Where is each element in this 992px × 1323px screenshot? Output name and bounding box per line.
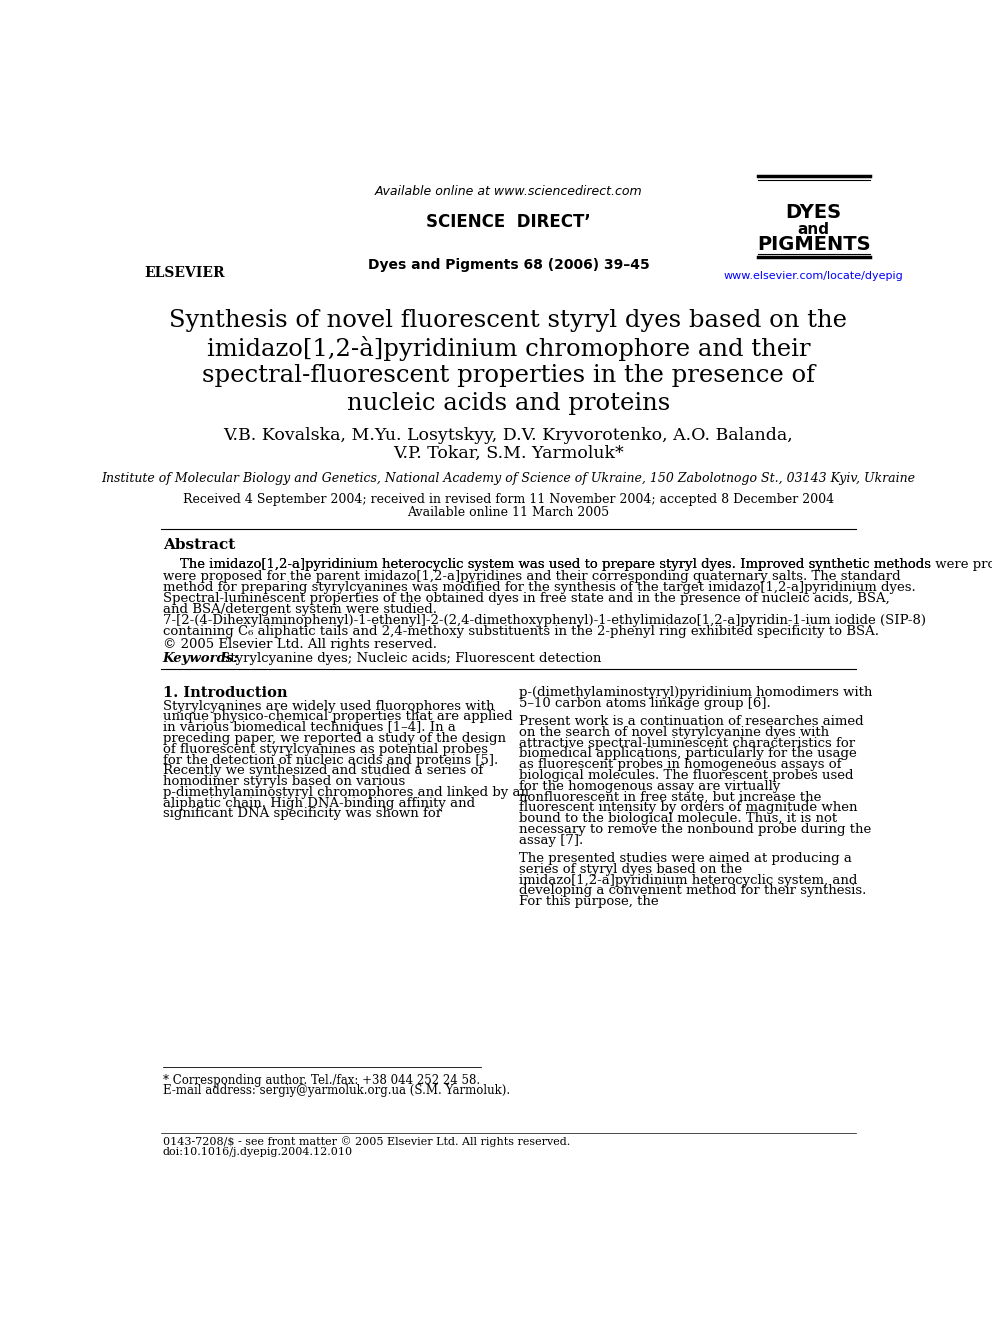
Text: containing C₆ aliphatic tails and 2,4-methoxy substituents in the 2-phenyl ring : containing C₆ aliphatic tails and 2,4-me… — [163, 626, 879, 639]
Text: on the search of novel styrylcyanine dyes with: on the search of novel styrylcyanine dye… — [519, 726, 829, 738]
Text: SCIENCE  DIRECT’: SCIENCE DIRECT’ — [426, 213, 591, 232]
Text: nucleic acids and proteins: nucleic acids and proteins — [347, 392, 670, 415]
Text: Styrylcyanines are widely used fluorophores with: Styrylcyanines are widely used fluoropho… — [163, 700, 494, 713]
Text: doi:10.1016/j.dyepig.2004.12.010: doi:10.1016/j.dyepig.2004.12.010 — [163, 1147, 353, 1158]
Text: homodimer styryls based on various: homodimer styryls based on various — [163, 775, 405, 789]
Text: significant DNA specificity was shown for: significant DNA specificity was shown fo… — [163, 807, 441, 820]
Text: fluorescent intensity by orders of magnitude when: fluorescent intensity by orders of magni… — [519, 802, 858, 815]
Text: developing a convenient method for their synthesis.: developing a convenient method for their… — [519, 885, 867, 897]
Text: imidazo[1,2-a]pyridinium heterocyclic system, and: imidazo[1,2-a]pyridinium heterocyclic sy… — [519, 873, 858, 886]
Text: Keywords:: Keywords: — [163, 652, 239, 665]
Text: Spectral-luminescent properties of the obtained dyes in free state and in the pr: Spectral-luminescent properties of the o… — [163, 591, 890, 605]
Text: Available online at www.sciencedirect.com: Available online at www.sciencedirect.co… — [375, 185, 642, 197]
Text: attractive spectral-luminescent characteristics for: attractive spectral-luminescent characte… — [519, 737, 855, 750]
Text: imidazo[1,2-à]pyridinium chromophore and their: imidazo[1,2-à]pyridinium chromophore and… — [206, 336, 810, 361]
Text: p-dimethylaminostyryl chromophores and linked by an: p-dimethylaminostyryl chromophores and l… — [163, 786, 529, 799]
Text: DYES: DYES — [786, 204, 842, 222]
Text: Available online 11 March 2005: Available online 11 March 2005 — [408, 505, 609, 519]
Text: aliphatic chain. High DNA-binding affinity and: aliphatic chain. High DNA-binding affini… — [163, 796, 475, 810]
Text: The imidazo[1,2-a]pyridinium heterocyclic system was used to prepare styryl dyes: The imidazo[1,2-a]pyridinium heterocycli… — [163, 558, 930, 572]
Text: ELSEVIER: ELSEVIER — [144, 266, 225, 279]
Text: method for preparing styrylcyanines was modified for the synthesis of the target: method for preparing styrylcyanines was … — [163, 581, 916, 594]
Text: E-mail address: sergiy@yarmoluk.org.ua (S.M. Yarmoluk).: E-mail address: sergiy@yarmoluk.org.ua (… — [163, 1085, 510, 1097]
Text: of fluorescent styrylcyanines as potential probes: of fluorescent styrylcyanines as potenti… — [163, 742, 488, 755]
Text: Recently we synthesized and studied a series of: Recently we synthesized and studied a se… — [163, 765, 483, 778]
Text: biomedical applications, particularly for the usage: biomedical applications, particularly fo… — [519, 747, 857, 761]
Text: biological molecules. The fluorescent probes used: biological molecules. The fluorescent pr… — [519, 769, 854, 782]
Text: 5–10 carbon atoms linkage group [6].: 5–10 carbon atoms linkage group [6]. — [519, 697, 771, 709]
Text: Received 4 September 2004; received in revised form 11 November 2004; accepted 8: Received 4 September 2004; received in r… — [183, 493, 834, 507]
Text: PIGMENTS: PIGMENTS — [757, 235, 871, 254]
Text: unique physico-chemical properties that are applied: unique physico-chemical properties that … — [163, 710, 513, 724]
Text: were proposed for the parent imidazo[1,2-a]pyridines and their corresponding qua: were proposed for the parent imidazo[1,2… — [163, 570, 901, 582]
Text: Styrylcyanine dyes; Nucleic acids; Fluorescent detection: Styrylcyanine dyes; Nucleic acids; Fluor… — [217, 652, 601, 665]
Text: Synthesis of novel fluorescent styryl dyes based on the: Synthesis of novel fluorescent styryl dy… — [170, 310, 847, 332]
Text: Abstract: Abstract — [163, 537, 235, 552]
Text: V.P. Tokar, S.M. Yarmoluk*: V.P. Tokar, S.M. Yarmoluk* — [393, 445, 624, 462]
Text: www.elsevier.com/locate/dyepig: www.elsevier.com/locate/dyepig — [724, 271, 904, 280]
Text: necessary to remove the nonbound probe during the: necessary to remove the nonbound probe d… — [519, 823, 872, 836]
Text: The imidazo[1,2-a]pyridinium heterocyclic system was used to prepare styryl dyes: The imidazo[1,2-a]pyridinium heterocycli… — [163, 558, 992, 572]
Text: © 2005 Elsevier Ltd. All rights reserved.: © 2005 Elsevier Ltd. All rights reserved… — [163, 638, 436, 651]
Text: for the homogenous assay are virtually: for the homogenous assay are virtually — [519, 779, 781, 792]
Text: spectral-fluorescent properties in the presence of: spectral-fluorescent properties in the p… — [202, 364, 814, 388]
Text: for the detection of nucleic acids and proteins [5].: for the detection of nucleic acids and p… — [163, 754, 498, 766]
Text: and BSA/detergent system were studied.: and BSA/detergent system were studied. — [163, 603, 436, 617]
Text: Present work is a continuation of researches aimed: Present work is a continuation of resear… — [519, 716, 864, 728]
Text: * Corresponding author. Tel./fax: +38 044 252 24 58.: * Corresponding author. Tel./fax: +38 04… — [163, 1073, 480, 1086]
Text: nonfluorescent in free state, but increase the: nonfluorescent in free state, but increa… — [519, 791, 821, 803]
Text: bound to the biological molecule. Thus, it is not: bound to the biological molecule. Thus, … — [519, 812, 837, 826]
Text: 7-[2-(4-Dihexylaminophenyl)-1-ethenyl]-2-(2,4-dimethoxyphenyl)-1-ethylimidazo[1,: 7-[2-(4-Dihexylaminophenyl)-1-ethenyl]-2… — [163, 614, 926, 627]
Text: in various biomedical techniques [1–4]. In a: in various biomedical techniques [1–4]. … — [163, 721, 455, 734]
Text: V.B. Kovalska, M.Yu. Losytskyy, D.V. Kryvorotenko, A.O. Balanda,: V.B. Kovalska, M.Yu. Losytskyy, D.V. Kry… — [223, 427, 794, 445]
Text: p-(dimethylaminostyryl)pyridinium homodimers with: p-(dimethylaminostyryl)pyridinium homodi… — [519, 685, 873, 699]
Text: 0143-7208/$ - see front matter © 2005 Elsevier Ltd. All rights reserved.: 0143-7208/$ - see front matter © 2005 El… — [163, 1136, 570, 1147]
Text: assay [7].: assay [7]. — [519, 833, 583, 847]
Text: series of styryl dyes based on the: series of styryl dyes based on the — [519, 863, 742, 876]
Text: Institute of Molecular Biology and Genetics, National Academy of Science of Ukra: Institute of Molecular Biology and Genet… — [101, 472, 916, 484]
Text: and: and — [798, 222, 829, 237]
Text: Dyes and Pigments 68 (2006) 39–45: Dyes and Pigments 68 (2006) 39–45 — [367, 258, 650, 273]
Text: The presented studies were aimed at producing a: The presented studies were aimed at prod… — [519, 852, 852, 865]
Text: as fluorescent probes in homogeneous assays of: as fluorescent probes in homogeneous ass… — [519, 758, 842, 771]
Text: For this purpose, the: For this purpose, the — [519, 896, 659, 909]
Text: preceding paper, we reported a study of the design: preceding paper, we reported a study of … — [163, 732, 506, 745]
Text: 1. Introduction: 1. Introduction — [163, 685, 288, 700]
